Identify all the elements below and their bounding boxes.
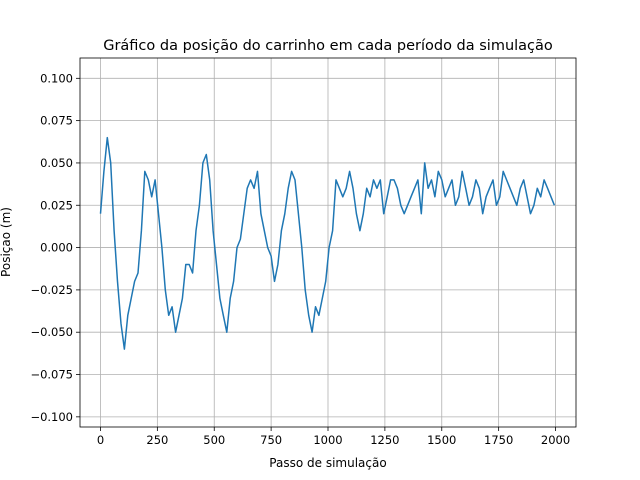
y-tick-label: 0.075 bbox=[40, 114, 73, 128]
y-tick-label: −0.075 bbox=[30, 368, 73, 382]
grid bbox=[80, 58, 576, 427]
chart-title: Gráfico da posição do carrinho em cada p… bbox=[103, 38, 553, 54]
x-tick-label: 0 bbox=[97, 433, 104, 447]
y-tick-label: −0.100 bbox=[30, 410, 73, 424]
y-tick-label: −0.050 bbox=[30, 325, 73, 339]
x-tick-label: 1250 bbox=[370, 433, 399, 447]
y-tick-label: 0.025 bbox=[40, 198, 73, 212]
x-tick-label: 500 bbox=[203, 433, 225, 447]
y-tick-label: 0.000 bbox=[40, 241, 73, 255]
y-axis: −0.100 −0.075 −0.050 −0.025 0.000 0.025 0.050 0… bbox=[30, 71, 80, 424]
x-tick-label: 750 bbox=[260, 433, 282, 447]
y-axis-label: Posiçao (m) bbox=[0, 207, 13, 277]
x-tick-label: 250 bbox=[146, 433, 168, 447]
series-line bbox=[99, 136, 556, 350]
y-tick-label: 0.100 bbox=[40, 71, 73, 85]
x-tick-label: 2000 bbox=[541, 433, 570, 447]
x-tick-label: 1000 bbox=[313, 433, 342, 447]
x-axis-label: Passo de simulação bbox=[269, 456, 386, 470]
y-tick-label: −0.025 bbox=[30, 283, 73, 297]
x-tick-label: 1750 bbox=[484, 433, 513, 447]
x-axis: 0 250 500 750 1000 1250 1500 1750 2000 bbox=[97, 427, 570, 447]
x-tick-label: 1500 bbox=[427, 433, 456, 447]
y-tick-label: 0.050 bbox=[40, 156, 73, 170]
